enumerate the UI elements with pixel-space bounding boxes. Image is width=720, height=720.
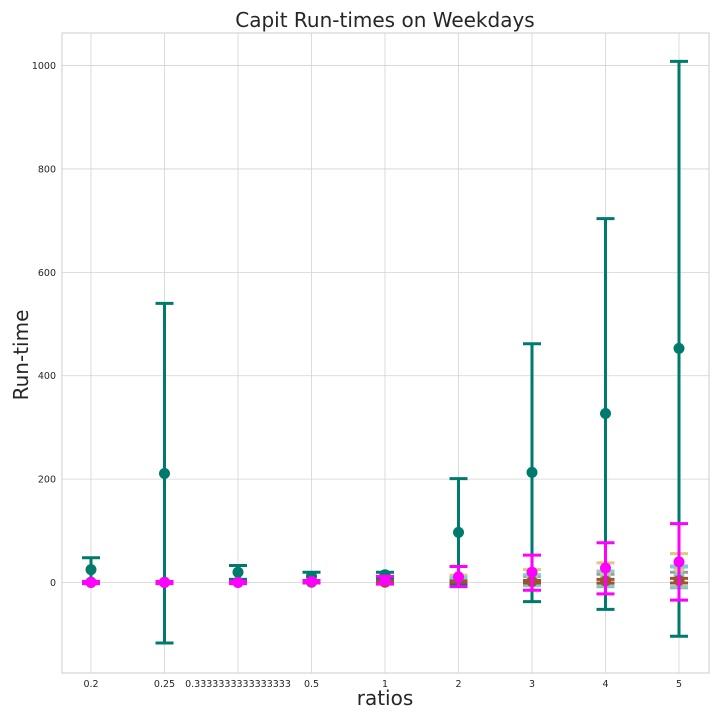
mean-point	[600, 562, 611, 574]
y-axis-label: Run-time	[9, 310, 33, 401]
y-tick-label: 0	[50, 578, 56, 589]
x-tick-label: 4	[602, 679, 608, 690]
y-tick-label: 600	[38, 268, 56, 279]
mean-point	[306, 575, 317, 587]
x-tick-label: 3	[529, 679, 535, 690]
x-tick-label: 2	[455, 679, 461, 690]
mean-point	[453, 571, 464, 583]
x-tick-label: 1	[382, 679, 388, 690]
mean-point	[673, 556, 685, 568]
y-tick-label: 200	[38, 475, 56, 486]
mean-point	[379, 574, 391, 586]
series-layer	[82, 59, 688, 645]
mean-point	[526, 466, 538, 478]
mean-point	[600, 407, 611, 419]
chart-title: Capit Run-times on Weekdays	[235, 8, 534, 32]
y-tick-label: 1000	[32, 61, 56, 72]
x-tick-labels: 0.2 0.25 0.3333333333333333 0.5 1 2 3 4 5	[83, 679, 682, 690]
mean-point	[159, 467, 170, 479]
y-tick-label: 400	[38, 371, 56, 382]
mean-point	[232, 577, 244, 589]
x-tick-label: 0.5	[304, 679, 319, 690]
y-tick-labels: 0 200 400 600 800 1000	[32, 61, 56, 589]
y-tick-label: 800	[38, 164, 56, 175]
mean-point	[159, 577, 170, 589]
mean-point	[85, 564, 97, 576]
mean-point	[453, 526, 464, 538]
x-axis-label: ratios	[357, 686, 414, 710]
x-tick-label: 0.2	[83, 679, 98, 690]
mean-point	[232, 566, 244, 578]
x-tick-label: 5	[676, 679, 682, 690]
x-tick-label: 0.3333333333333333	[185, 679, 291, 690]
mean-point	[673, 342, 685, 354]
x-tick-label: 0.25	[154, 679, 175, 690]
plot-frame	[61, 32, 710, 674]
mean-point	[85, 577, 97, 589]
series-6	[82, 522, 688, 602]
mean-point	[526, 566, 538, 578]
